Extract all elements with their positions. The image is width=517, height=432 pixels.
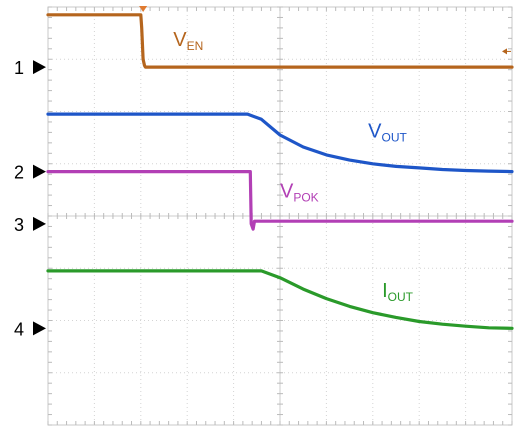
trace-v-en <box>46 13 514 69</box>
label-v-en: VEN <box>173 29 203 53</box>
traces <box>46 13 514 330</box>
channel-2-number: 2 <box>14 163 24 183</box>
label-v-out: VOUT <box>368 121 407 145</box>
grid <box>47 6 513 426</box>
channel-3-number: 3 <box>14 215 24 235</box>
channel-1-number: 1 <box>14 58 24 78</box>
channel-4-arrow <box>33 321 46 336</box>
level-marker <box>502 48 507 55</box>
trigger-marker <box>139 6 148 12</box>
trace-labels: VEN VOUT VPOK IOUT <box>173 29 413 304</box>
channel-1-arrow <box>33 60 46 75</box>
channel-markers: 1 2 3 4 <box>14 6 511 339</box>
trace-i-out <box>46 269 514 330</box>
channel-3-arrow <box>33 216 46 231</box>
label-i-out: IOUT <box>382 280 414 304</box>
trace-v-out <box>46 112 514 174</box>
label-v-pok: VPOK <box>280 181 319 205</box>
trace-v-pok <box>46 170 514 231</box>
channel-4-number: 4 <box>14 319 24 339</box>
channel-2-arrow <box>33 164 46 179</box>
